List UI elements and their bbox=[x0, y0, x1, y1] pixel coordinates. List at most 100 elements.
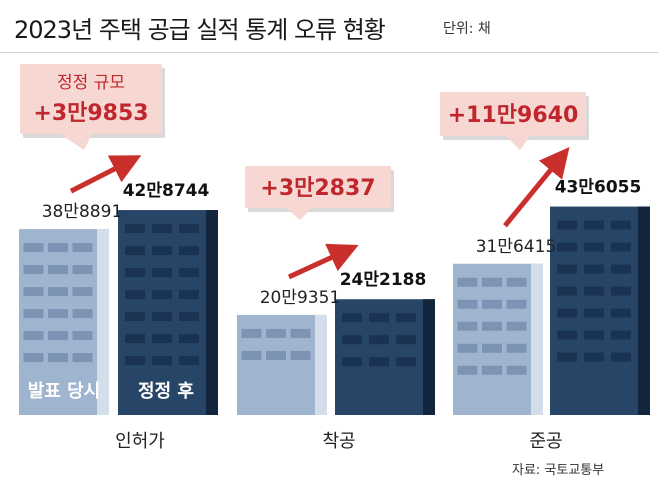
window bbox=[48, 287, 68, 297]
window bbox=[48, 353, 68, 363]
window bbox=[23, 309, 44, 319]
window bbox=[611, 220, 631, 230]
category-label: 착공 bbox=[322, 431, 355, 452]
window bbox=[23, 353, 44, 363]
window bbox=[152, 290, 172, 300]
window bbox=[506, 365, 527, 375]
window bbox=[611, 308, 631, 318]
callout-tail bbox=[506, 136, 530, 150]
category-label: 인허가 bbox=[115, 431, 165, 452]
bar-before-0-body bbox=[19, 229, 109, 415]
window bbox=[290, 328, 311, 338]
bar-after-1-side bbox=[423, 299, 435, 415]
window bbox=[584, 308, 604, 318]
window bbox=[125, 246, 145, 256]
window bbox=[48, 309, 68, 319]
value-label-before: 20만9351 bbox=[260, 288, 341, 308]
window bbox=[557, 286, 577, 296]
bar-before-2 bbox=[453, 263, 543, 415]
window bbox=[557, 352, 577, 362]
window bbox=[396, 335, 416, 345]
window bbox=[266, 350, 286, 360]
window bbox=[72, 243, 93, 253]
difference-callout-0: 정정 규모 +3만9853 bbox=[20, 64, 165, 150]
legend-before: 발표 당시 bbox=[28, 381, 101, 402]
window bbox=[369, 335, 389, 345]
bar-after-1 bbox=[335, 299, 435, 415]
window bbox=[584, 286, 604, 296]
difference-callout-2: +11만9640 bbox=[440, 92, 589, 150]
window bbox=[342, 357, 362, 367]
window bbox=[241, 328, 262, 338]
window bbox=[482, 365, 502, 375]
window bbox=[152, 356, 172, 366]
window bbox=[611, 286, 631, 296]
window bbox=[125, 334, 145, 344]
value-label-before: 38만8891 bbox=[42, 202, 123, 222]
window bbox=[584, 330, 604, 340]
bar-after-0-side bbox=[206, 210, 218, 415]
category-label: 준공 bbox=[529, 431, 562, 452]
bar-before-1 bbox=[237, 314, 327, 415]
bar-before-0-side bbox=[97, 229, 109, 415]
title-divider bbox=[0, 52, 658, 53]
window bbox=[584, 242, 604, 252]
increase-arrow bbox=[287, 243, 359, 280]
window bbox=[611, 352, 631, 362]
bar-before-2-body bbox=[453, 263, 543, 415]
window bbox=[457, 299, 478, 309]
window bbox=[457, 343, 478, 353]
callout-title: 정정 규모 bbox=[57, 73, 125, 93]
window bbox=[179, 268, 199, 278]
value-label-before: 31만6415 bbox=[476, 237, 557, 257]
window bbox=[152, 224, 172, 234]
window bbox=[342, 313, 362, 323]
window bbox=[179, 246, 199, 256]
window bbox=[23, 287, 44, 297]
window bbox=[482, 299, 502, 309]
window bbox=[506, 321, 527, 331]
window bbox=[482, 321, 502, 331]
window bbox=[369, 313, 389, 323]
window bbox=[72, 265, 93, 275]
window bbox=[506, 299, 527, 309]
window bbox=[396, 357, 416, 367]
window bbox=[506, 343, 527, 353]
value-label-after: 42만8744 bbox=[123, 181, 210, 201]
window bbox=[369, 357, 389, 367]
window bbox=[482, 343, 502, 353]
window bbox=[125, 268, 145, 278]
window bbox=[48, 331, 68, 341]
source-label: 자료: 국토교통부 bbox=[512, 463, 605, 478]
bar-before-1-side bbox=[315, 314, 327, 415]
window bbox=[23, 243, 44, 253]
window bbox=[179, 224, 199, 234]
window bbox=[290, 350, 311, 360]
bar-before-2-side bbox=[531, 263, 543, 415]
callout-box bbox=[20, 64, 162, 134]
increase-arrow bbox=[503, 146, 570, 228]
window bbox=[179, 334, 199, 344]
chart-title: 2023년 주택 공급 실적 통계 오류 현황 bbox=[14, 16, 386, 44]
window bbox=[557, 220, 577, 230]
legend-after: 정정 후 bbox=[138, 381, 194, 402]
value-label-after: 24만2188 bbox=[340, 270, 427, 290]
window bbox=[584, 220, 604, 230]
window bbox=[396, 313, 416, 323]
callout-tail bbox=[286, 208, 312, 220]
difference-value: +11만9640 bbox=[448, 103, 579, 128]
window bbox=[457, 365, 478, 375]
bar-after-2-side bbox=[638, 206, 650, 415]
window bbox=[584, 264, 604, 274]
window bbox=[125, 312, 145, 322]
window bbox=[72, 331, 93, 341]
window bbox=[152, 268, 172, 278]
window bbox=[152, 312, 172, 322]
window bbox=[125, 224, 145, 234]
window bbox=[342, 335, 362, 345]
bar-after-0 bbox=[118, 210, 218, 415]
window bbox=[611, 242, 631, 252]
callout-box bbox=[440, 92, 586, 136]
